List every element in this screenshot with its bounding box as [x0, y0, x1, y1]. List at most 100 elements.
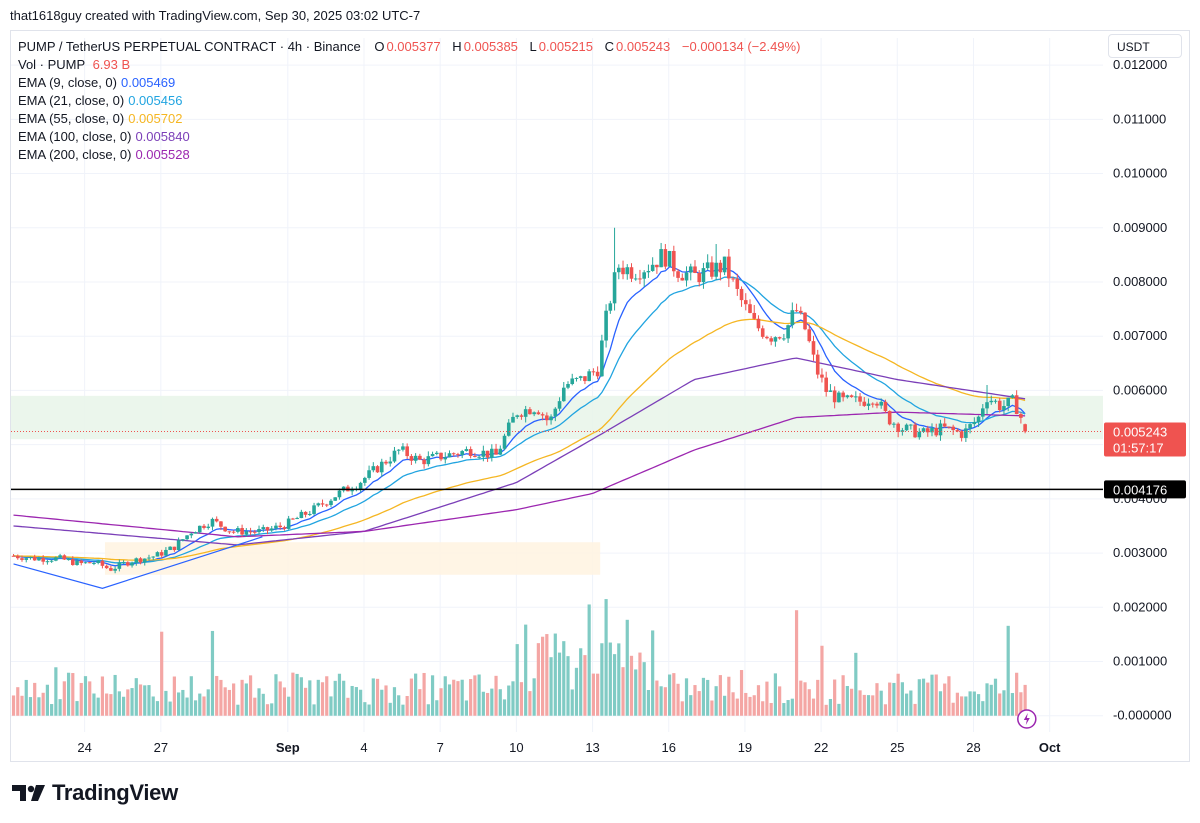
volume-bar: [1023, 684, 1027, 716]
candle: [1006, 397, 1010, 407]
volume-bar: [519, 682, 524, 716]
volume-bar: [748, 696, 752, 716]
ema200-value: 0.005528: [135, 147, 190, 162]
chart-frame: [10, 30, 1190, 762]
level-price-label: 0.004176: [1113, 482, 1167, 497]
volume-legend[interactable]: Vol · PUMP 6.93 B: [18, 56, 802, 74]
volume-bar: [66, 672, 71, 716]
candle: [519, 415, 524, 417]
currency-button[interactable]: USDT: [1108, 34, 1182, 58]
ema200-legend[interactable]: EMA (200, close, 0) 0.005528: [18, 146, 802, 164]
candle: [921, 428, 926, 432]
volume-bar: [168, 701, 172, 716]
volume-bar: [295, 673, 299, 716]
volume-bar: [591, 673, 595, 716]
candle: [142, 558, 147, 563]
ema9-legend[interactable]: EMA (9, close, 0) 0.005469: [18, 74, 802, 92]
volume-bar: [58, 699, 62, 716]
ema-line-200: [13, 411, 1026, 538]
volume-bar: [257, 688, 261, 716]
volume-bar: [481, 691, 485, 716]
candle: [866, 403, 871, 406]
volume-bar: [333, 680, 337, 716]
candle: [841, 392, 845, 398]
candle: [451, 453, 456, 455]
candle: [413, 455, 418, 461]
candle: [832, 390, 837, 403]
candle: [227, 531, 232, 533]
candle: [337, 490, 342, 498]
volume-bar: [359, 689, 363, 716]
attribution-text: that1618guy created with TradingView.com…: [10, 8, 421, 23]
volume-bar: [854, 652, 858, 716]
volume-bar: [96, 697, 100, 716]
tradingview-logo[interactable]: TradingView: [12, 780, 178, 806]
candle: [849, 395, 854, 398]
candle: [718, 262, 723, 273]
volume-bar: [248, 675, 253, 716]
candle: [951, 426, 955, 431]
volume-bar: [426, 704, 430, 716]
x-tick-label: 10: [509, 740, 523, 755]
volume-bar: [879, 690, 883, 716]
candle: [591, 371, 596, 373]
ema21-legend[interactable]: EMA (21, close, 0) 0.005456: [18, 92, 802, 110]
candle: [815, 354, 820, 375]
volume-bar: [1010, 693, 1015, 716]
candle: [490, 448, 494, 458]
volume-bar: [714, 686, 718, 716]
countdown-label: 01:57:17: [1113, 440, 1164, 455]
candle: [41, 558, 45, 562]
ema100-legend[interactable]: EMA (100, close, 0) 0.005840: [18, 128, 802, 146]
candle: [83, 562, 88, 564]
candle: [947, 426, 951, 428]
symbol-name[interactable]: PUMP / TetherUS PERPETUAL CONTRACT · 4h …: [18, 39, 361, 54]
tradingview-logo-icon: [12, 785, 45, 801]
x-tick-label: 27: [154, 740, 168, 755]
candle: [574, 377, 579, 379]
volume-bar: [570, 689, 574, 716]
ema55-legend[interactable]: EMA (55, close, 0) 0.005702: [18, 110, 802, 128]
candle: [938, 423, 943, 436]
candle: [367, 470, 371, 478]
candle: [439, 452, 443, 460]
volume-bar: [930, 674, 934, 716]
x-tick-label: 24: [77, 740, 91, 755]
close-value: 0.005243: [616, 39, 671, 54]
volume-bar: [210, 630, 215, 716]
candle: [828, 390, 833, 392]
candle: [684, 272, 689, 281]
candle: [434, 452, 439, 454]
candle: [1010, 395, 1015, 398]
volume-bar: [342, 680, 346, 716]
low-value: 0.005215: [538, 39, 594, 54]
candle: [870, 403, 875, 405]
volume-bar: [998, 693, 1002, 716]
x-tick-label: 22: [814, 740, 828, 755]
candle: [549, 416, 553, 421]
x-tick-label: 19: [738, 740, 752, 755]
candle: [320, 503, 325, 505]
volume-bar: [100, 676, 105, 716]
candle: [917, 431, 922, 438]
candle: [151, 556, 156, 558]
volume-bar: [45, 684, 49, 716]
candle: [62, 555, 67, 560]
volume-bar: [11, 695, 16, 716]
candle: [100, 560, 105, 566]
candle: [236, 528, 240, 532]
volume-bar: [363, 702, 367, 716]
volume-bar: [1006, 625, 1010, 716]
volume-bar: [172, 676, 176, 716]
candle: [680, 277, 685, 281]
candle: [705, 262, 710, 269]
volume-bar: [697, 691, 701, 716]
volume-bar: [739, 670, 744, 716]
volume-bar: [62, 681, 66, 716]
low-label: L: [529, 39, 537, 54]
candle: [553, 408, 558, 417]
candle: [595, 371, 600, 377]
candle: [672, 251, 676, 272]
candle: [473, 456, 477, 458]
